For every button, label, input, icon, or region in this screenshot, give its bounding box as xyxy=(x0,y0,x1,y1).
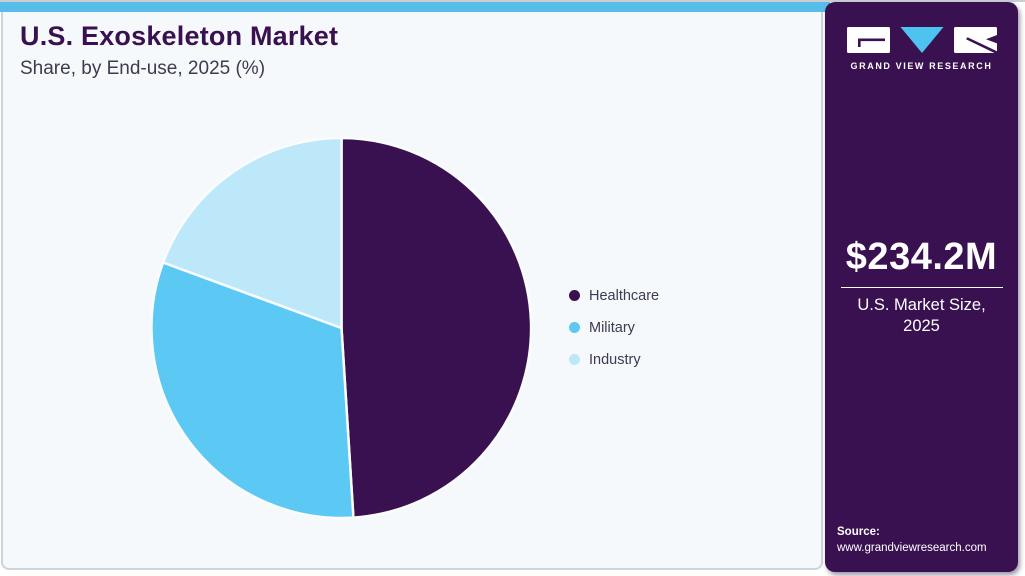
logo-r-block xyxy=(953,27,997,54)
market-size-block: $234.2M U.S. Market Size, 2025 xyxy=(825,238,1018,336)
logo-g-block xyxy=(846,27,890,53)
chart-legend: Healthcare Military Industry xyxy=(569,285,659,370)
legend-dot-military-icon xyxy=(569,322,580,333)
legend-label: Military xyxy=(589,319,635,336)
legend-label: Industry xyxy=(589,351,641,368)
source-block: Source: www.grandviewresearch.com xyxy=(837,524,987,556)
chart-subtitle: Share, by End-use, 2025 (%) xyxy=(20,58,266,80)
sidebar: GRAND VIEW RESEARCH $234.2M U.S. Market … xyxy=(825,2,1018,572)
legend-dot-industry-icon xyxy=(569,354,580,365)
legend-item-industry: Industry xyxy=(569,349,659,370)
gvr-logo-icon xyxy=(846,27,997,54)
source-label: Source: xyxy=(837,525,880,538)
gvr-logo: GRAND VIEW RESEARCH xyxy=(825,26,1018,71)
top-hairline xyxy=(0,0,1025,2)
market-size-value: $234.2M xyxy=(845,236,998,278)
chart-title: U.S. Exoskeleton Market xyxy=(20,21,339,51)
legend-dot-healthcare-icon xyxy=(569,290,580,301)
market-size-label-line1: U.S. Market Size, xyxy=(857,296,986,314)
legend-item-healthcare: Healthcare xyxy=(569,285,659,306)
legend-label: Healthcare xyxy=(589,287,660,304)
market-size-label-line2: 2025 xyxy=(903,316,940,335)
top-accent-bar xyxy=(0,2,830,12)
legend-item-military: Military xyxy=(569,317,659,338)
source-url: www.grandviewresearch.com xyxy=(837,541,987,554)
logo-wordmark: GRAND VIEW RESEARCH xyxy=(850,61,993,71)
chart-header: U.S. Exoskeleton Market Share, by End-us… xyxy=(20,21,338,81)
market-size-divider xyxy=(840,287,1003,288)
chart-card xyxy=(1,12,823,570)
logo-v-triangle xyxy=(900,27,943,53)
